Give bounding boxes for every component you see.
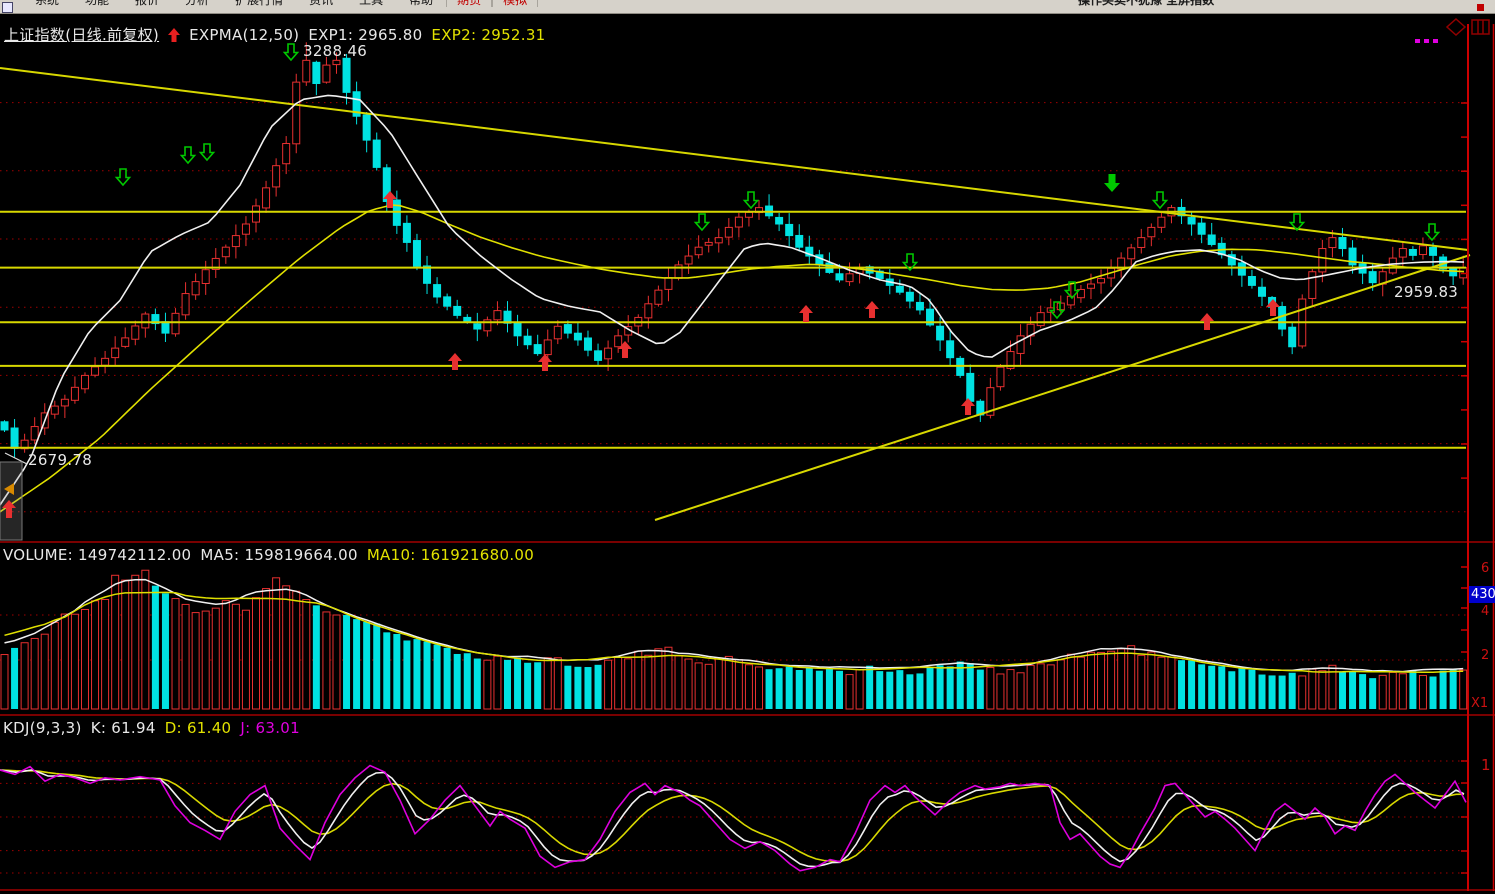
menu-item-extquote[interactable]: 扩展行情 xyxy=(235,0,284,7)
main-gridlines xyxy=(0,102,1466,513)
exp2-value: EXP2: 2952.31 xyxy=(431,25,546,44)
app-icon[interactable] xyxy=(2,2,13,13)
menu-item-analysis[interactable]: 分析 xyxy=(185,0,210,7)
volume-ma5-line xyxy=(4,578,1464,673)
support-resistance-levels xyxy=(0,210,1466,449)
menu-item-tools[interactable]: 工具 xyxy=(359,0,384,7)
main-chart-header: 上证指数(日线.前复权) EXPMA(12,50) EXP1: 2965.80 … xyxy=(4,24,546,45)
high-price-label: 3288.46 xyxy=(303,42,368,60)
kdj-k-value: K: 61.94 xyxy=(90,719,156,737)
volume-axis-current-box: 430 xyxy=(1469,586,1495,603)
kdj-d-value: D: 61.40 xyxy=(164,719,232,737)
menu-item-simulate[interactable]: 模拟 xyxy=(492,0,539,7)
menu-item-help[interactable]: 帮助 xyxy=(409,0,434,7)
pane-separators xyxy=(0,541,1495,891)
menu-item-system[interactable]: 系统 xyxy=(35,0,60,7)
menubar-alert-mark xyxy=(1477,4,1484,11)
volume-value[interactable]: VOLUME: 149742112.00 xyxy=(3,546,192,564)
indicator-name[interactable]: EXPMA(12,50) xyxy=(189,25,300,44)
menu-item-quotes[interactable]: 报价 xyxy=(135,0,160,7)
signal-arrows xyxy=(114,43,1441,415)
kdj-k-line xyxy=(0,769,1465,868)
menubar: 系统 功能 报价 分析 扩展行情 资讯 工具 帮助 期货 模拟 操作买卖不犹豫 … xyxy=(0,0,1495,14)
symbol-title[interactable]: 上证指数(日线.前复权) xyxy=(4,26,160,44)
kdj-pane-header: KDJ(9,3,3) K: 61.94 D: 61.40 J: 63.01 xyxy=(3,719,300,737)
volume-ma10-value: MA10: 161921680.00 xyxy=(366,546,535,564)
candles-layer xyxy=(0,42,1468,458)
expma50-line xyxy=(0,204,1465,513)
kdj-j-line xyxy=(0,764,1467,872)
kdj-indicator-name[interactable]: KDJ(9,3,3) xyxy=(3,719,82,737)
volume-ma10-line xyxy=(4,591,1464,674)
volume-axis-label-4: 4 xyxy=(1481,604,1490,619)
more-options-dots-icon[interactable] xyxy=(1415,38,1441,44)
volume-gridlines xyxy=(0,614,1466,661)
kdj-d-line xyxy=(0,769,1465,863)
volume-bars xyxy=(0,569,1468,710)
volume-ma5-value: MA5: 159819664.00 xyxy=(200,546,358,564)
volume-axis-multiplier: X1 xyxy=(1471,696,1489,711)
menubar-right-text: 操作买卖不犹豫 全屏指数 xyxy=(1078,0,1215,7)
grid-layout-icon[interactable] xyxy=(1471,18,1490,36)
low-price-label: 2679.78 xyxy=(28,451,93,469)
volume-axis-label-6: 6 xyxy=(1481,561,1490,576)
trend-up-icon xyxy=(168,27,181,42)
last-price-label: 2959.83 xyxy=(1394,283,1459,301)
kdj-axis-label-100: 1 xyxy=(1481,756,1491,774)
trendlines xyxy=(0,67,1471,521)
volume-pane-header: VOLUME: 149742112.00 MA5: 159819664.00 M… xyxy=(3,546,534,564)
menu-item-news[interactable]: 资讯 xyxy=(309,0,334,7)
diamond-icon[interactable] xyxy=(1445,17,1467,37)
volume-axis-label-2: 2 xyxy=(1481,648,1490,663)
expma12-line xyxy=(0,94,1465,506)
chart-corner-tools xyxy=(1415,17,1490,44)
menu-item-function[interactable]: 功能 xyxy=(85,0,110,7)
kdj-j-value: J: 63.01 xyxy=(240,719,300,737)
menu-item-futures[interactable]: 期货 xyxy=(446,0,493,7)
left-edge-markers xyxy=(0,452,28,541)
exp1-value: EXP1: 2965.80 xyxy=(308,25,423,44)
